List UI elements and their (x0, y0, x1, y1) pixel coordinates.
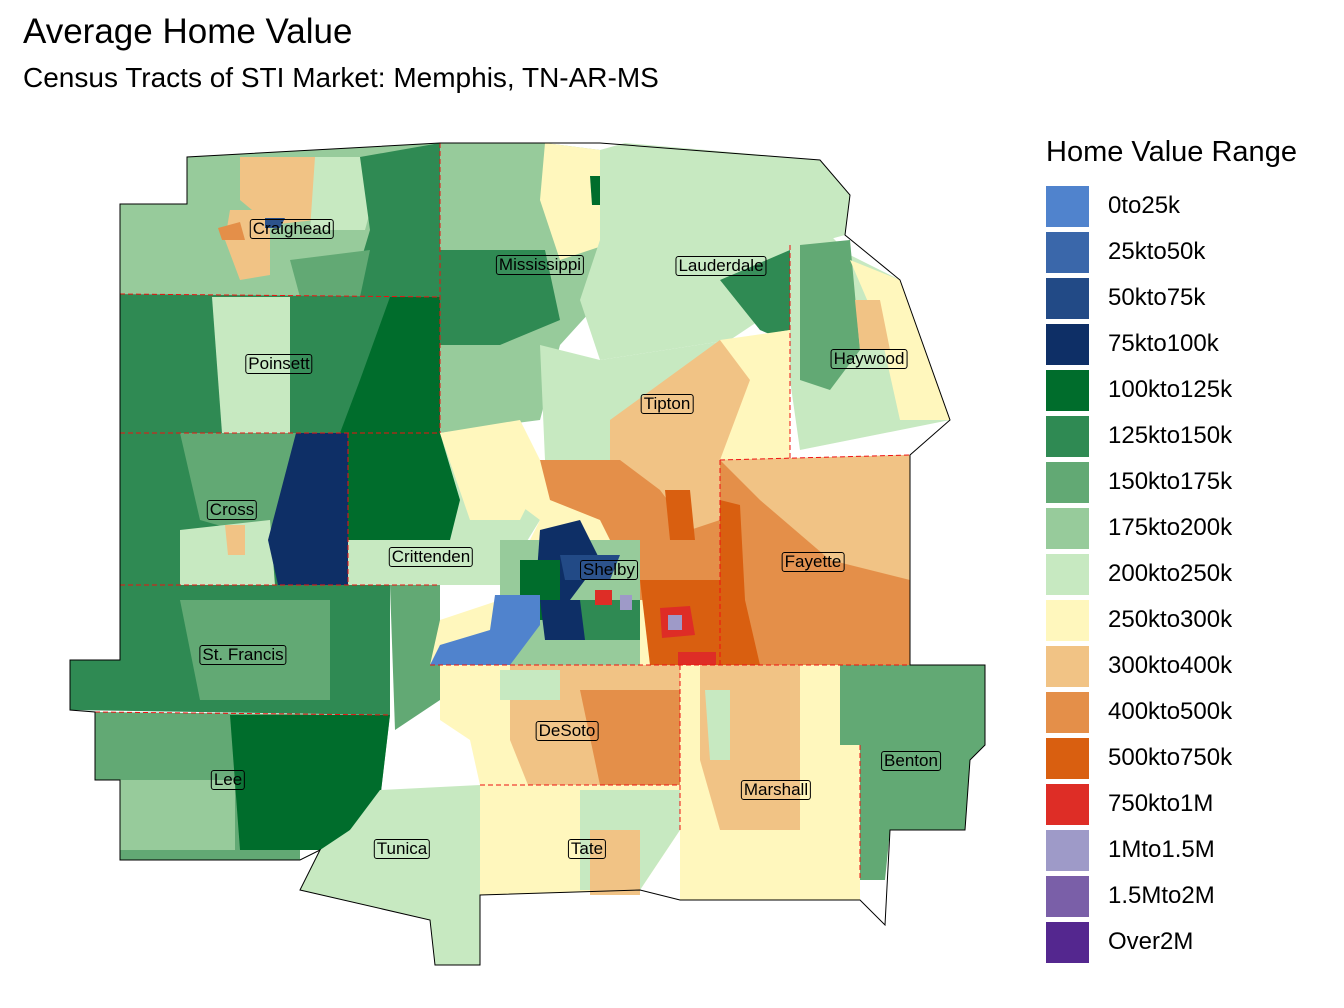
county-lauderdale (580, 143, 850, 360)
county-label: Fayette (781, 552, 845, 572)
county-shelby (430, 460, 720, 665)
county-st-francis (70, 585, 440, 730)
legend: Home Value Range 0to25k 25kto50k 50kto75k 7… (1046, 136, 1297, 965)
legend-swatch (1046, 921, 1089, 963)
legend-swatch (1046, 645, 1089, 687)
legend-label: 250kto300k (1108, 606, 1233, 633)
legend-label: 50kto75k (1108, 284, 1206, 311)
map-subtitle: Census Tracts of STI Market: Memphis, TN… (23, 62, 659, 93)
county-fayette (720, 455, 910, 665)
legend-label: 0to25k (1108, 192, 1181, 219)
legend-item: 750kto1M (1046, 781, 1297, 827)
legend-swatch (1046, 875, 1089, 917)
legend-swatch (1046, 415, 1089, 457)
county-benton (840, 665, 985, 880)
county-lee (95, 712, 390, 860)
legend-item: 150kto175k (1046, 459, 1297, 505)
legend-label: 175kto200k (1108, 514, 1233, 541)
county-label: Shelby (580, 560, 638, 580)
legend-swatch (1046, 737, 1089, 779)
legend-label: 750kto1M (1108, 790, 1214, 817)
county-cross (120, 433, 348, 585)
legend-item: 75kto100k (1046, 321, 1297, 367)
county-tunica (300, 785, 480, 965)
county-label: Benton (881, 751, 941, 771)
legend-label: Over2M (1108, 928, 1194, 955)
legend-label: 125kto150k (1108, 422, 1233, 449)
county-label: Cross (206, 500, 258, 520)
map-title: Average Home Value (23, 12, 353, 51)
legend-item: 1.5Mto2M (1046, 873, 1297, 919)
county-marshall (680, 665, 860, 900)
county-craighead (120, 143, 440, 297)
county-tate (480, 785, 680, 895)
legend-swatch (1046, 185, 1089, 227)
legend-label: 500kto750k (1108, 744, 1233, 771)
legend-swatch (1046, 369, 1089, 411)
county-label: Craighead (249, 219, 335, 239)
legend-swatch (1046, 599, 1089, 641)
legend-item: 0to25k (1046, 183, 1297, 229)
legend-label: 75kto100k (1108, 330, 1219, 357)
legend-item: 50kto75k (1046, 275, 1297, 321)
county-label: DeSoto (535, 721, 599, 741)
county-label: Mississippi (495, 255, 585, 275)
legend-title: Home Value Range (1046, 136, 1297, 168)
legend-item: 125kto150k (1046, 413, 1297, 459)
legend-label: 150kto175k (1108, 468, 1233, 495)
county-haywood (790, 235, 950, 450)
legend-item: 400kto500k (1046, 689, 1297, 735)
county-desoto (440, 665, 680, 790)
county-label: St. Francis (199, 645, 287, 665)
legend-label: 400kto500k (1108, 698, 1233, 725)
county-label: Lauderdale (675, 256, 767, 276)
legend-item: 100kto125k (1046, 367, 1297, 413)
legend-swatch (1046, 829, 1089, 871)
legend-label: 200kto250k (1108, 560, 1233, 587)
legend-swatch (1046, 231, 1089, 273)
legend-item: 300kto400k (1046, 643, 1297, 689)
legend-label: 300kto400k (1108, 652, 1233, 679)
legend-swatch (1046, 507, 1089, 549)
county-label: Marshall (740, 780, 812, 800)
county-poinsett (120, 294, 440, 433)
legend-label: 25kto50k (1108, 238, 1206, 265)
county-label: Crittenden (388, 547, 474, 567)
legend-swatch (1046, 323, 1089, 365)
market-outline (69, 142, 986, 966)
legend-swatch (1046, 553, 1089, 595)
county-label: Haywood (830, 349, 908, 369)
county-label: Tate (567, 839, 607, 859)
county-label: Lee (210, 770, 246, 790)
county-label: Tunica (373, 839, 431, 859)
legend-swatch (1046, 691, 1089, 733)
legend-item: 500kto750k (1046, 735, 1297, 781)
legend-label: 100kto125k (1108, 376, 1233, 403)
legend-item: Over2M (1046, 919, 1297, 965)
county-boundaries (94, 143, 911, 880)
legend-label: 1Mto1.5M (1108, 836, 1215, 863)
legend-swatch (1046, 461, 1089, 503)
county-label: Tipton (640, 394, 694, 414)
legend-swatch (1046, 277, 1089, 319)
legend-swatch (1046, 783, 1089, 825)
legend-item: 175kto200k (1046, 505, 1297, 551)
legend-item: 1Mto1.5M (1046, 827, 1297, 873)
legend-item: 250kto300k (1046, 597, 1297, 643)
legend-items: 0to25k 25kto50k 50kto75k 75kto100k 100kto125… (1046, 183, 1297, 965)
legend-label: 1.5Mto2M (1108, 882, 1215, 909)
legend-item: 25kto50k (1046, 229, 1297, 275)
county-label: Poinsett (245, 354, 313, 374)
county-tipton (540, 330, 790, 460)
legend-item: 200kto250k (1046, 551, 1297, 597)
